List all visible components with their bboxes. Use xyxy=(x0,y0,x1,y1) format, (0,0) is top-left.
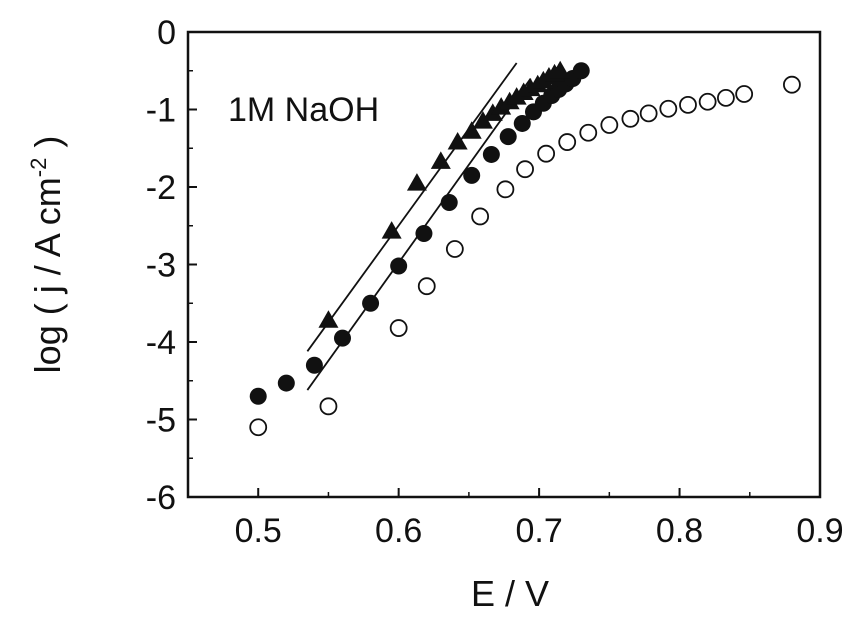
filled-circle-point xyxy=(249,387,267,405)
x-tick-label: 0.9 xyxy=(796,512,843,550)
y-tick-label: -4 xyxy=(146,324,176,362)
open-circle-point xyxy=(717,88,735,107)
y-tick-label: 0 xyxy=(157,14,176,52)
open-circle-point xyxy=(783,75,801,94)
open-circle-point xyxy=(735,85,754,103)
x-axis-ticks: 0.5 0.6 0.7 0.8 0.9 xyxy=(187,488,844,550)
filled-triangle-point xyxy=(472,111,493,129)
open-circle-point xyxy=(659,99,678,118)
x-axis-title: E / V xyxy=(471,573,549,614)
filled-circle-point xyxy=(440,194,458,211)
y-axis-ticks: 0 -1 -2 -3 -4 -5 -6 xyxy=(146,14,197,517)
y-tick-label: -6 xyxy=(146,479,176,517)
x-tick-label: 0.6 xyxy=(375,512,422,550)
filled-triangle-point xyxy=(550,60,571,79)
y-axis-title-main: log ( j / A cm xyxy=(27,177,68,373)
open-circle-point xyxy=(679,95,697,114)
filled-triangle-point xyxy=(381,221,402,239)
y-axis-title: log ( j / A cm-2 ) xyxy=(26,136,68,374)
filled-triangle-point xyxy=(491,97,512,115)
y-tick-label: -5 xyxy=(146,402,176,440)
open-circle-point xyxy=(537,144,556,163)
filled-circle-point xyxy=(415,225,433,242)
y-axis-title-close: ) xyxy=(27,136,68,158)
filled-circle-point xyxy=(513,114,531,132)
x-tick-label: 0.8 xyxy=(656,512,703,550)
open-circle-point xyxy=(417,277,436,296)
open-circle-point xyxy=(496,180,515,199)
filled-triangle-point xyxy=(461,121,482,139)
filled-circle-point xyxy=(277,374,295,392)
open-circle-point xyxy=(600,116,619,134)
filled-circle-point xyxy=(362,294,380,312)
filled-circle-point xyxy=(482,145,500,163)
filled-circle-point xyxy=(463,166,481,184)
filled-circle-point xyxy=(499,128,517,146)
y-tick-label: -3 xyxy=(146,247,176,285)
filled-circle-point xyxy=(305,356,323,374)
electrolyte-annotation: 1M NaOH xyxy=(228,91,379,129)
open-circle-point xyxy=(319,397,338,416)
open-circle-point xyxy=(558,133,577,151)
x-tick-label: 0.7 xyxy=(515,512,562,550)
tafel-fit-line xyxy=(306,62,518,352)
data-markers xyxy=(249,60,801,437)
open-circle-point xyxy=(445,240,464,258)
filled-circle-point xyxy=(572,62,590,80)
open-circle-point xyxy=(639,104,658,123)
open-circle-point xyxy=(698,92,717,111)
y-axis-title-exponent: -2 xyxy=(26,158,51,178)
y-tick-label: -1 xyxy=(146,92,176,130)
filled-triangle-point xyxy=(430,151,451,169)
filled-circle-point xyxy=(333,329,351,347)
y-tick-label: -2 xyxy=(146,169,176,207)
open-circle-point xyxy=(516,160,534,179)
open-circle-point xyxy=(471,207,490,226)
filled-circle-point xyxy=(390,257,408,275)
filled-triangle-point xyxy=(318,310,339,328)
open-circle-point xyxy=(249,418,268,437)
open-circle-point xyxy=(621,109,640,128)
open-circle-point xyxy=(389,319,408,337)
filled-triangle-point xyxy=(447,132,468,150)
x-tick-label: 0.5 xyxy=(235,512,282,550)
filled-triangle-point xyxy=(406,173,427,191)
open-circle-point xyxy=(579,123,598,142)
